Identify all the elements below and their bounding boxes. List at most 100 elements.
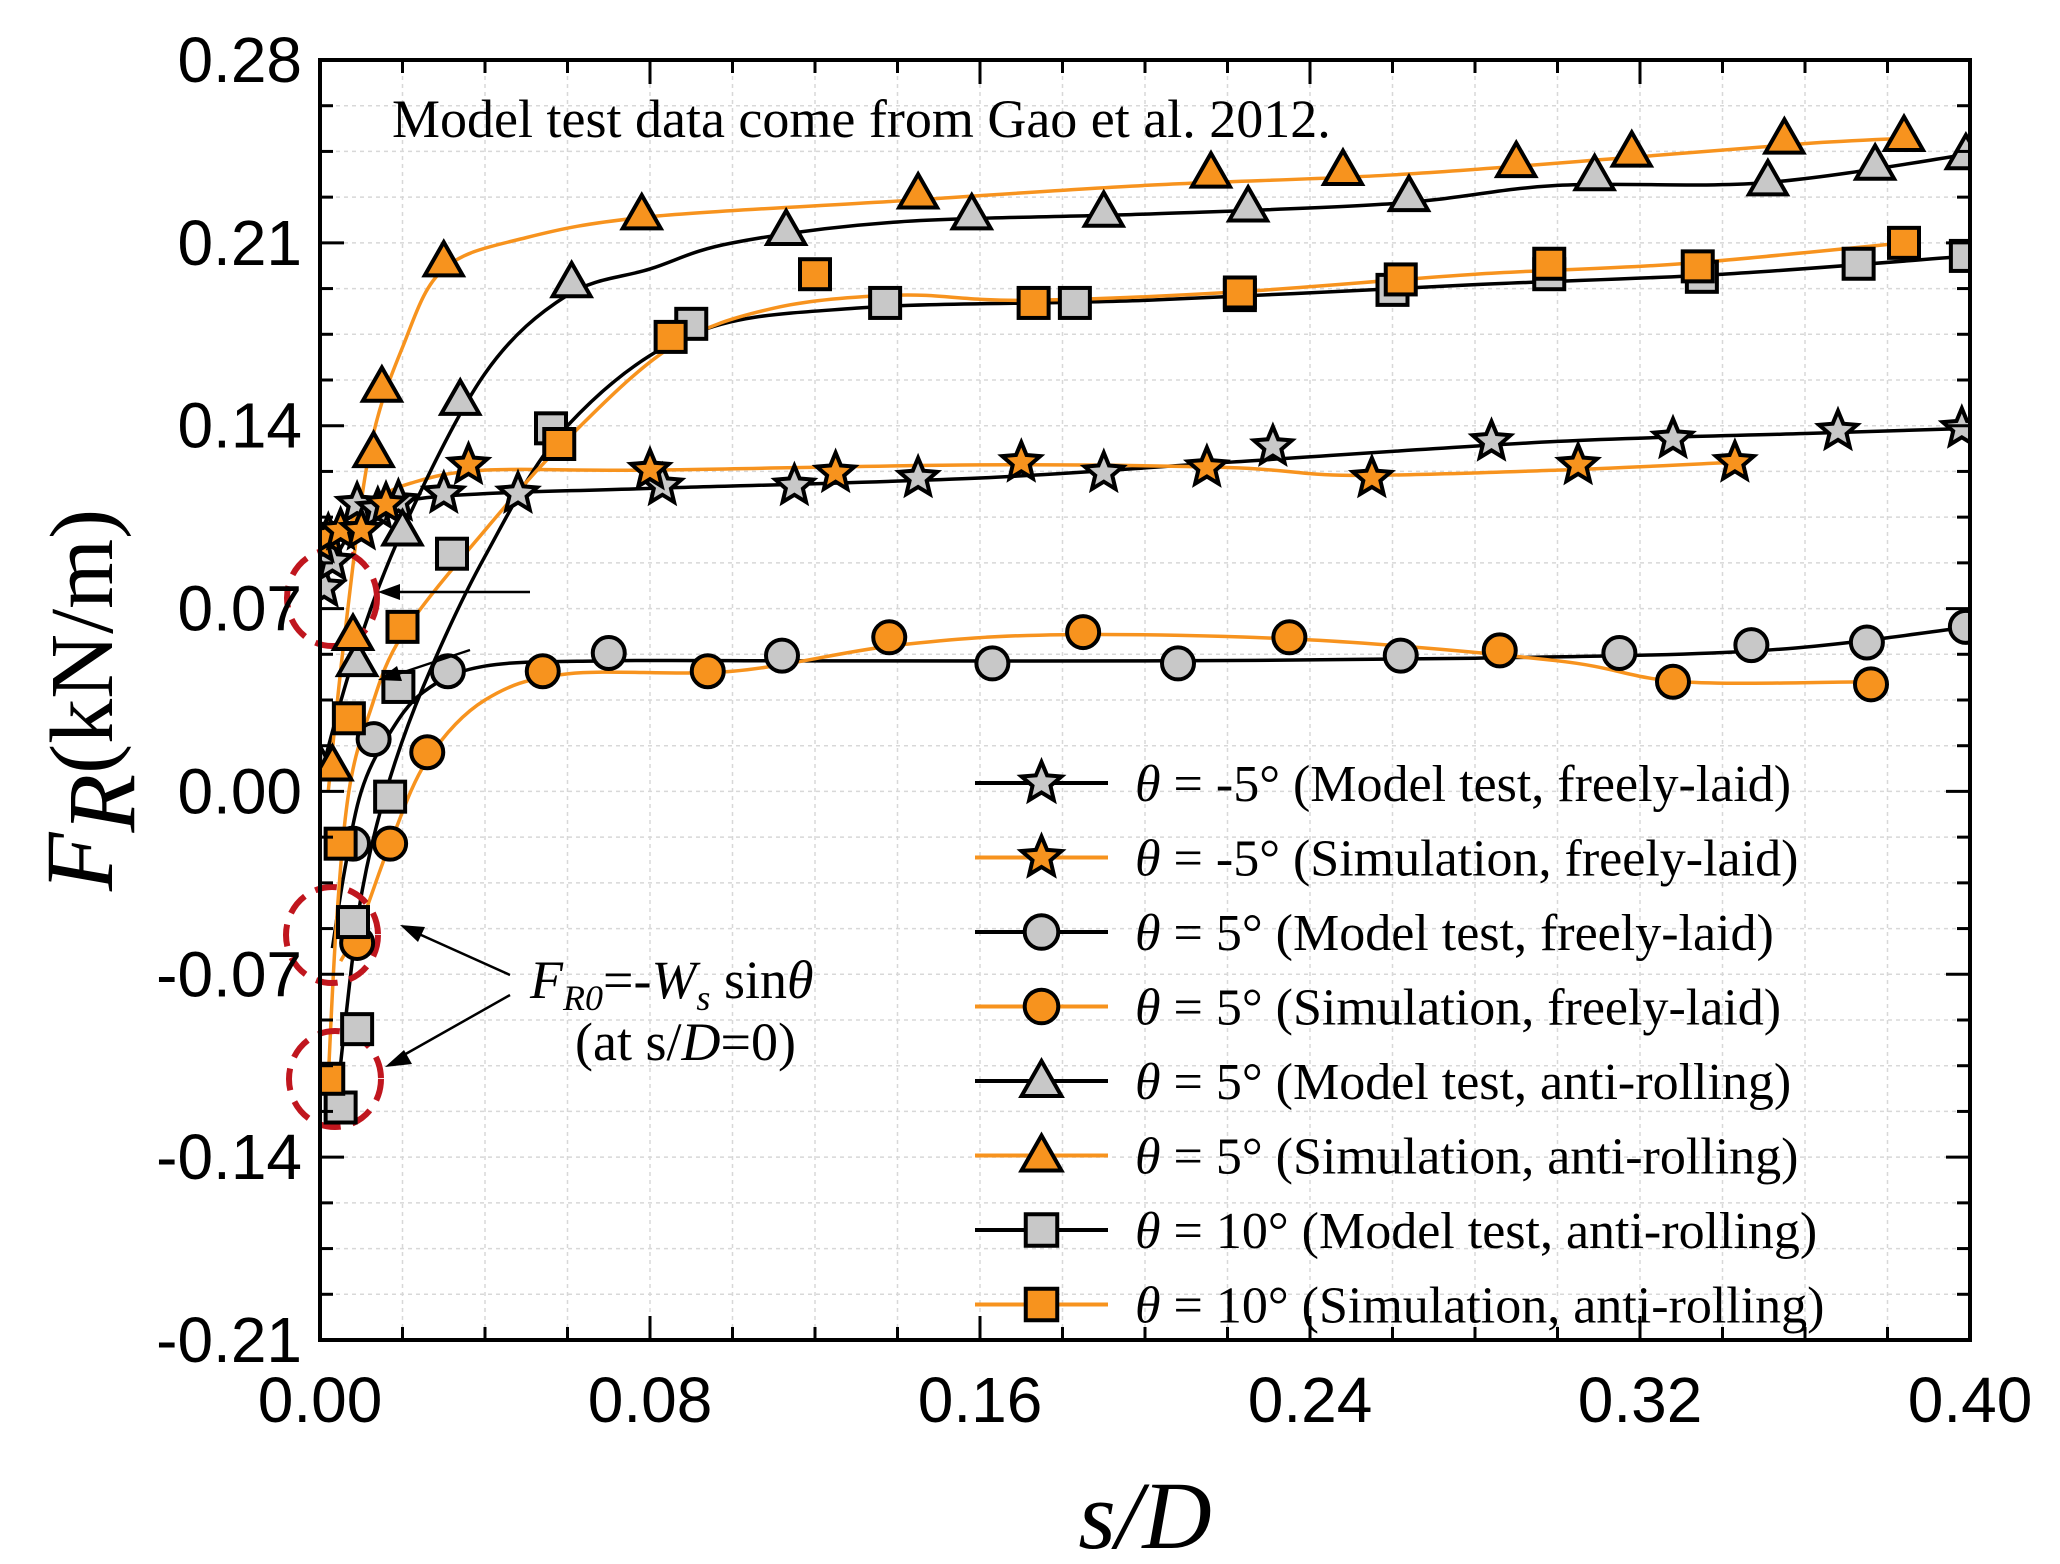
- series-1-point-8: [997, 437, 1046, 483]
- series-6-point-8: [868, 285, 903, 320]
- y-tick-label: -0.07: [156, 938, 302, 1010]
- highlight-circle-middle: [283, 884, 381, 986]
- series-5-point-9: [1493, 138, 1539, 179]
- series-4-point-5: [763, 206, 809, 247]
- legend-label-1: θ = -5° (Simulation, freely-laid): [1135, 831, 1798, 888]
- series-4-point-9: [1386, 172, 1432, 213]
- formula-eq: =-: [603, 950, 651, 1010]
- series-4-point-7: [1081, 188, 1127, 228]
- series-3-curve: [339, 632, 1872, 963]
- series-1-point-10: [1347, 452, 1396, 499]
- series-0-point-15: [1814, 405, 1862, 452]
- legend-marker-3: [1022, 987, 1061, 1026]
- series-6-point-5: [435, 536, 469, 571]
- series-1-point-9: [1182, 442, 1231, 488]
- series-1-point-3: [337, 504, 386, 551]
- y-tick-label: 0.21: [177, 207, 302, 279]
- series-6-point-2: [336, 905, 370, 940]
- series-3-point-2: [409, 734, 446, 771]
- x-tick-label: 0.24: [1248, 1364, 1373, 1436]
- highlight-circle-bottom: [286, 1028, 384, 1130]
- series-3-point-10: [1853, 666, 1889, 703]
- series-7-point-4: [542, 427, 577, 461]
- x-tick-label: 0.08: [588, 1364, 713, 1436]
- formula-w-sub: s: [696, 978, 710, 1018]
- svg-text:FR(kN/m): FR(kN/m): [26, 509, 155, 892]
- series-2-point-7: [1382, 637, 1419, 674]
- formula-annotation: FR0=-Ws sinθ (at s/D=0): [385, 925, 814, 1072]
- tick-labels: 0.00 0.08 0.16 0.24 0.32 0.40 0.28 0.21 0.14 0.07…: [156, 24, 2032, 1436]
- series-4-point-10: [1572, 151, 1618, 192]
- legend-marker-1: [1016, 831, 1067, 879]
- x-tick-label: 0.32: [1578, 1364, 1703, 1436]
- series-2-point-10: [1848, 624, 1885, 661]
- series-5-point-4: [421, 238, 467, 278]
- legend-marker-2: [1022, 913, 1061, 951]
- y-tick-label: 0.28: [177, 24, 302, 96]
- series-7-point-8: [1222, 275, 1257, 310]
- series-7-point-5: [653, 319, 688, 354]
- arrow-2-line: [394, 993, 511, 1062]
- series-5-point-3: [359, 363, 405, 403]
- series-7-point-10: [1532, 246, 1567, 281]
- series-4-point-11: [1745, 157, 1791, 197]
- legend-label-5: θ = 5° (Simulation, anti-rolling): [1135, 1129, 1799, 1186]
- series-2-point-8: [1601, 634, 1638, 671]
- series-4-point-8: [1225, 183, 1271, 223]
- series-5-point-8: [1320, 146, 1366, 186]
- series-4-point-2: [380, 507, 425, 547]
- series-3-point-4: [689, 653, 726, 690]
- series-0-point-1: [320, 536, 357, 582]
- arrow-3-head: [378, 584, 400, 600]
- formula-line2-suffix: =0): [720, 1012, 795, 1072]
- formula-w: W: [651, 950, 701, 1010]
- series-7-point-0: [320, 1061, 346, 1096]
- arrow-4-head: [378, 666, 402, 681]
- series-3-point-5: [871, 619, 908, 656]
- series-1-point-11: [1554, 439, 1603, 486]
- series-7-point-3: [385, 609, 420, 644]
- series-7-point-9: [1383, 262, 1418, 297]
- series-7-point-12: [1887, 225, 1921, 260]
- legend: θ = -5° (Model test, freely-laid) θ = -5°…: [975, 756, 1825, 1335]
- x-axis-title: s/D: [1078, 1462, 1211, 1564]
- series-6-point-1: [340, 1012, 375, 1047]
- series-3-point-6: [1065, 614, 1102, 651]
- series-5-point-2: [351, 428, 397, 469]
- legend-marker-7: [1023, 1286, 1060, 1323]
- legend-label-0: θ = -5° (Model test, freely-laid): [1135, 756, 1791, 813]
- series-2-point-4: [764, 637, 800, 674]
- y-axis-title: FR(kN/m): [26, 509, 155, 892]
- series-5-point-11: [1761, 115, 1807, 155]
- legend-marker-5: [1018, 1131, 1065, 1173]
- svg-text:(at s/D=0): (at s/D=0): [575, 1012, 796, 1072]
- y-tick-label: 0.00: [177, 755, 302, 827]
- series-0-point-10: [894, 452, 943, 499]
- legend-label-2: θ = 5° (Model test, freely-laid): [1135, 905, 1774, 962]
- series-7-curve: [326, 241, 1905, 1079]
- series-2-point-3: [590, 634, 627, 671]
- series-4-point-3: [437, 376, 483, 416]
- arrow-1-head: [400, 925, 425, 942]
- y-tick-label: -0.14: [156, 1121, 302, 1193]
- formula-func: sin: [710, 950, 787, 1010]
- legend-label-3: θ = 5° (Simulation, freely-laid): [1135, 980, 1781, 1037]
- formula-theta: θ: [787, 950, 814, 1010]
- series-5-point-5: [619, 191, 665, 231]
- series-7-point-2: [331, 701, 366, 736]
- series-1-point-12: [1710, 437, 1759, 483]
- series-7-point-7: [1016, 285, 1051, 320]
- y-tick-label: 0.14: [177, 390, 302, 462]
- series-5-point-6: [895, 170, 941, 210]
- series-6-point-9: [1057, 285, 1092, 320]
- series-6-point-3: [373, 779, 408, 814]
- series-0-point-7: [494, 468, 542, 515]
- series-3-point-9: [1655, 663, 1691, 700]
- arrow-2-head: [385, 1050, 412, 1067]
- series-0-point-6: [419, 468, 468, 515]
- y-axis-symbol: F: [26, 831, 133, 892]
- arrow-4-line: [394, 648, 471, 677]
- formula-line2-prefix: (at s/: [575, 1012, 681, 1072]
- left-arrows: [378, 584, 530, 681]
- series-6-point-14: [1841, 246, 1876, 281]
